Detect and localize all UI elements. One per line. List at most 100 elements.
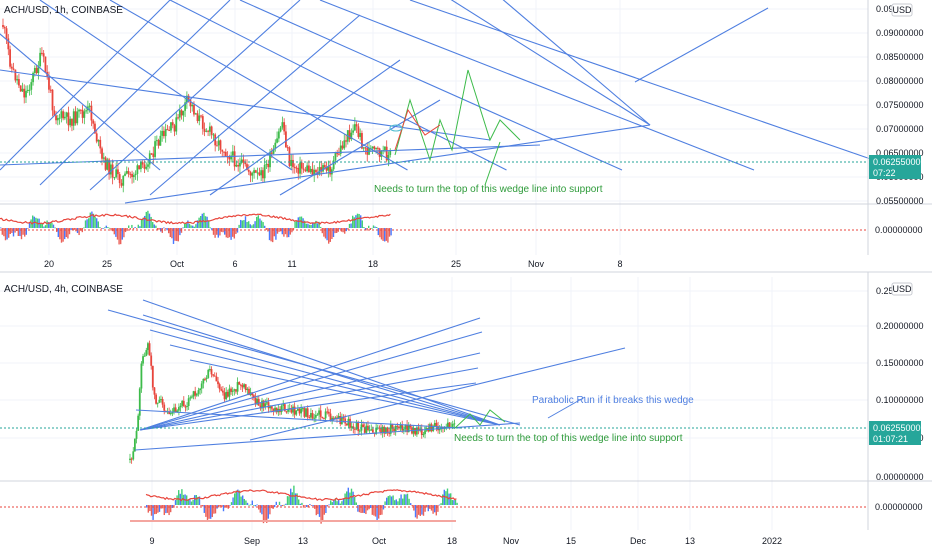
osc-bar [75,228,77,232]
time-tick-label: 13 [685,536,695,546]
osc-bar [246,502,249,505]
trendline[interactable] [139,367,479,431]
osc-bar [126,228,128,231]
trendline[interactable] [139,382,477,431]
osc-bar [395,499,397,505]
trendline[interactable] [124,124,651,204]
time-tick-label: 6 [232,259,237,269]
candle-body [339,415,342,424]
candle-body [26,89,29,91]
trendline[interactable] [249,347,626,441]
candle-body [380,150,383,157]
trendline[interactable] [189,359,501,426]
osc-bar [154,505,156,515]
osc-bar [376,227,378,228]
candle-body [378,148,381,157]
trendline[interactable] [89,0,301,191]
trendline[interactable] [420,0,651,126]
trendline[interactable] [149,329,501,426]
trendline[interactable] [409,0,903,171]
osc-bar [102,228,104,229]
osc-bar [52,224,55,228]
osc-bar [150,505,153,516]
currency-badge-4h[interactable] [891,282,913,296]
trendline[interactable] [139,352,481,431]
candle-body [296,408,299,411]
osc-bar [57,228,59,238]
trendline[interactable] [135,409,461,429]
candle-body [69,118,72,126]
candle-body [132,175,135,178]
osc-bar [318,221,320,228]
osc-bar [88,218,90,228]
candle-body [224,151,227,157]
osc-bar [92,213,95,228]
osc-bar [277,505,279,507]
trendline[interactable] [480,0,651,126]
candle-body [81,109,84,118]
trendline[interactable] [149,14,361,196]
osc-bar [193,226,195,228]
trendline[interactable] [239,0,623,171]
trendline[interactable] [109,0,408,171]
trendline[interactable] [319,0,755,171]
candle-body [214,134,217,146]
trendline[interactable] [139,317,481,431]
candle-body [380,428,382,434]
panel-4h[interactable]: 0.2500.200000000.150000000.100000000.050… [0,272,932,546]
candle-body [168,411,171,415]
trendline[interactable] [142,299,501,426]
candle-body [41,52,43,54]
candle-body [191,104,194,107]
candle-body [261,400,263,409]
trendline[interactable] [169,344,501,426]
osc-bar [374,226,376,228]
osc-bar [364,228,367,230]
trendline[interactable] [0,0,171,171]
osc-bar [348,223,351,228]
trendline[interactable] [209,59,401,196]
osc-bar [165,505,167,514]
candle-body [313,169,316,176]
osc-bar [194,495,196,505]
osc-bar [163,227,165,229]
candle-body [277,131,280,139]
trendline[interactable] [107,309,521,426]
candle-body [365,425,368,433]
trendline[interactable] [0,69,491,141]
time-axis-labels-1h: 20 25 Oct 6 11 18 25 Nov 8 [44,259,623,269]
panel-1h[interactable]: 0.095 0.09000000 0.08500000 0.08000000 0.075… [0,0,932,269]
trendline[interactable] [169,0,507,171]
price-tick-label: 0.10000000 [876,395,924,405]
candle-body [179,405,182,408]
osc-bar [400,494,402,505]
trendline[interactable] [0,0,161,171]
candle-body [334,153,337,161]
candle-body [321,416,324,419]
trendline[interactable] [39,0,293,171]
candle-body [329,166,332,175]
trendline[interactable] [634,7,769,83]
annotation-parabolic: Parabolic Run if it breaks this wedge [532,395,694,406]
candle-body [451,424,454,427]
candle-body [352,130,354,133]
candle-body [332,160,335,170]
candle-body [244,162,247,165]
osc-bar [318,505,321,517]
osc-bar [379,505,381,516]
osc-bar [262,222,264,228]
currency-badge-1h[interactable] [891,3,913,17]
candle-body [220,389,223,391]
candle-body [391,424,394,429]
trendline[interactable] [39,0,231,186]
osc-bar [204,216,207,228]
osc-bar [424,505,426,512]
time-tick-label: 9 [149,536,154,546]
osc-bar [363,505,365,514]
osc-bar [195,224,197,228]
osc-bar [323,228,325,237]
trendline[interactable] [279,99,441,196]
candle-body [161,130,164,136]
price-tick-label: 0.09000000 [876,28,924,38]
